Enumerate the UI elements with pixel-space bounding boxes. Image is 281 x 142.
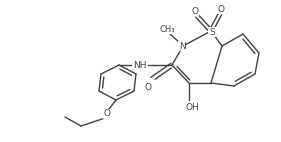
Text: O: O [191, 7, 198, 15]
Text: CH₃: CH₃ [159, 25, 175, 34]
Text: NH: NH [133, 60, 147, 69]
Text: N: N [179, 41, 185, 51]
Text: O: O [144, 83, 151, 91]
Text: O: O [103, 109, 110, 119]
Text: S: S [209, 28, 215, 36]
Text: OH: OH [185, 103, 199, 111]
Text: O: O [217, 5, 225, 13]
